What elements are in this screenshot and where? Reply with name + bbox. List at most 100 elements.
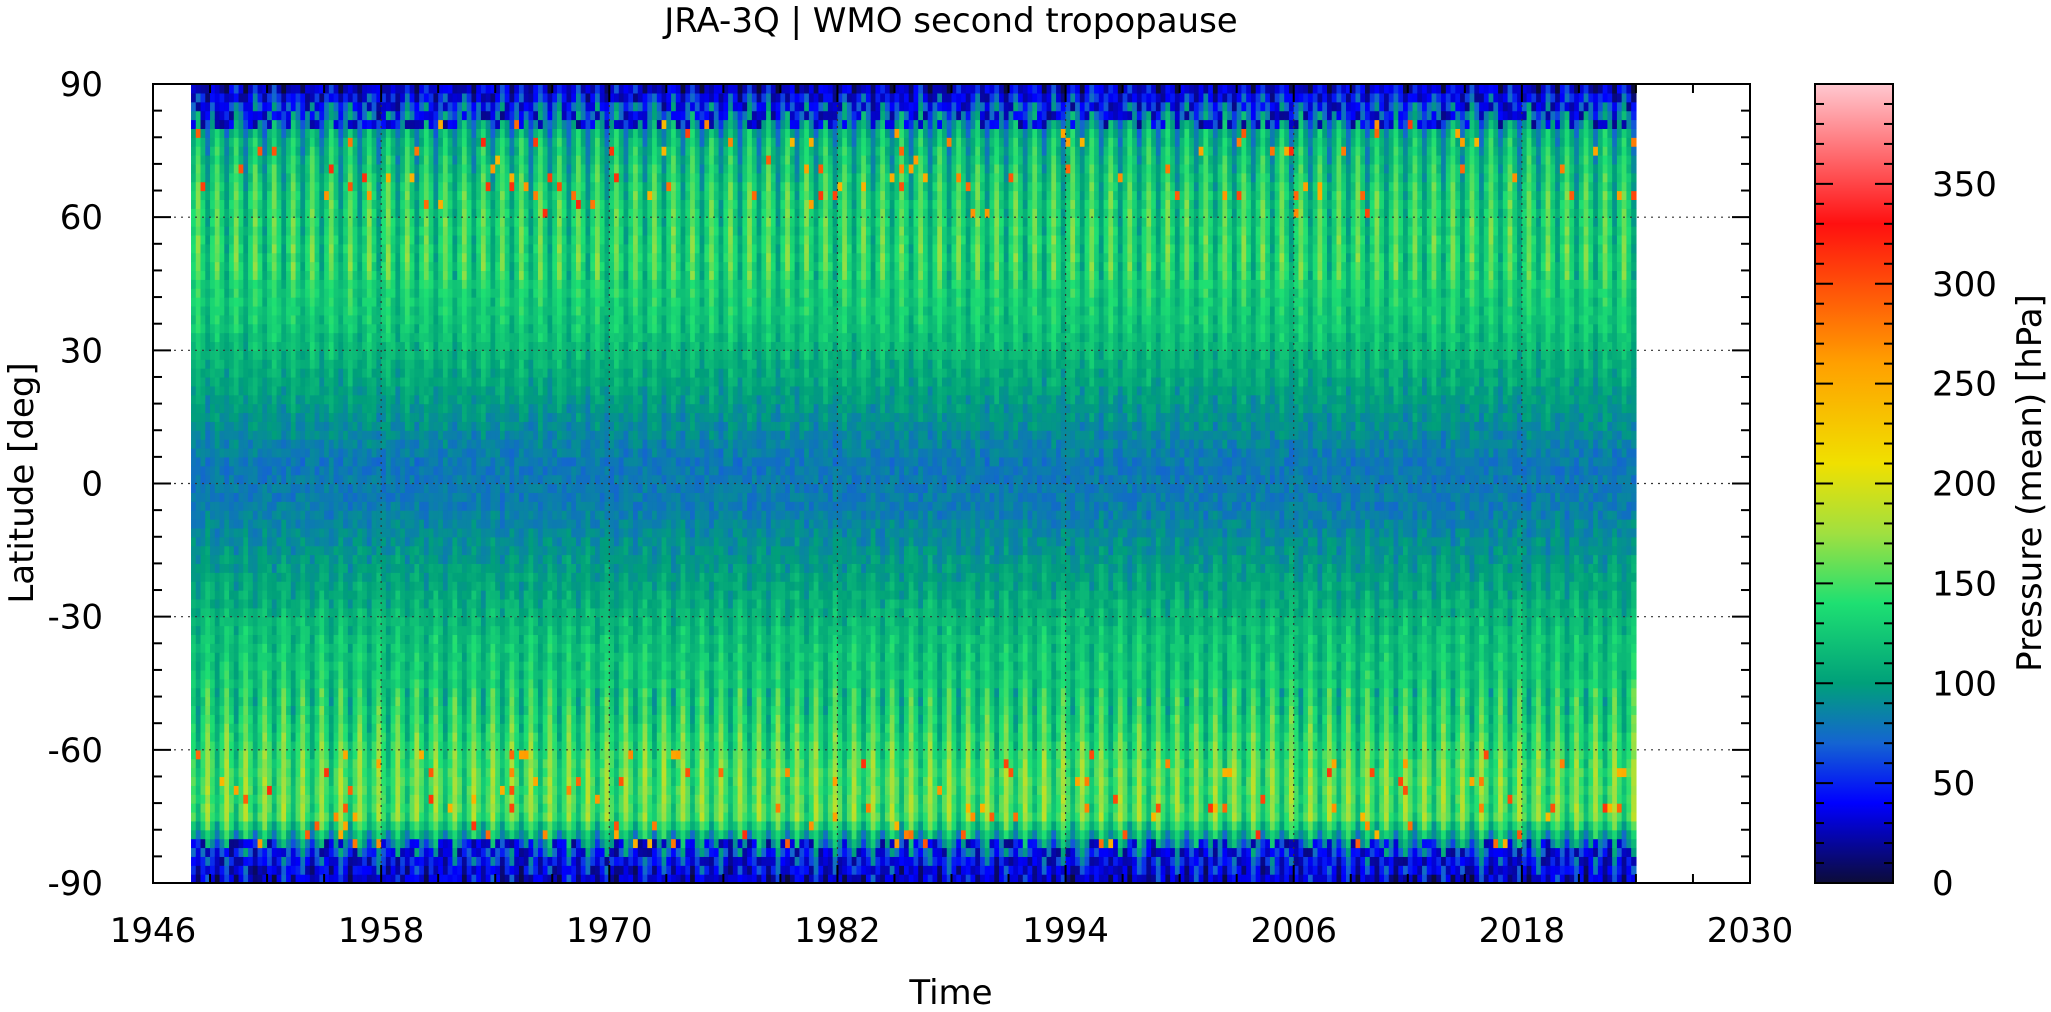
heatmap-cell bbox=[343, 839, 348, 848]
heatmap-cell bbox=[220, 599, 225, 608]
heatmap-cell bbox=[372, 235, 377, 244]
heatmap-cell bbox=[281, 297, 286, 306]
heatmap-cell bbox=[196, 475, 201, 484]
heatmap-cell bbox=[334, 528, 339, 537]
heatmap-cell bbox=[438, 590, 443, 599]
heatmap-cell bbox=[253, 492, 258, 501]
heatmap-cell bbox=[220, 501, 225, 510]
heatmap-cell bbox=[343, 270, 348, 279]
heatmap-cell bbox=[372, 803, 377, 812]
heatmap-cell bbox=[381, 803, 386, 812]
heatmap-cell bbox=[267, 590, 272, 599]
heatmap-cell bbox=[229, 546, 234, 555]
heatmap-cell bbox=[248, 262, 253, 271]
heatmap-cell bbox=[400, 750, 405, 759]
heatmap-cell bbox=[272, 865, 277, 874]
heatmap-cell bbox=[220, 608, 225, 617]
heatmap-cell bbox=[215, 776, 220, 785]
heatmap-cell bbox=[267, 288, 272, 297]
heatmap-cell bbox=[243, 475, 248, 484]
heatmap-cell bbox=[267, 270, 272, 279]
heatmap-cell bbox=[201, 191, 206, 200]
heatmap-cell bbox=[343, 501, 348, 510]
heatmap-cell bbox=[305, 466, 310, 475]
heatmap-cell bbox=[353, 492, 358, 501]
heatmap-cell bbox=[201, 217, 206, 226]
heatmap-cell bbox=[262, 519, 267, 528]
heatmap-cell bbox=[438, 492, 443, 501]
heatmap-cell bbox=[429, 581, 434, 590]
heatmap-cell bbox=[452, 652, 457, 661]
heatmap-cell bbox=[272, 501, 277, 510]
heatmap-cell bbox=[300, 128, 305, 137]
heatmap-cell bbox=[400, 155, 405, 164]
heatmap-cell bbox=[191, 421, 196, 430]
heatmap-cell bbox=[438, 714, 443, 723]
heatmap-cell bbox=[405, 155, 410, 164]
heatmap-cell bbox=[310, 572, 315, 581]
heatmap-cell bbox=[414, 794, 419, 803]
heatmap-cell bbox=[220, 208, 225, 217]
heatmap-cell bbox=[410, 448, 415, 457]
heatmap-cell bbox=[210, 537, 215, 546]
heatmap-cell bbox=[277, 510, 282, 519]
heatmap-cell bbox=[329, 244, 334, 253]
heatmap-cell bbox=[338, 386, 343, 395]
heatmap-cell bbox=[267, 377, 272, 386]
heatmap-cell bbox=[452, 759, 457, 768]
heatmap-cell bbox=[315, 359, 320, 368]
heatmap-cell bbox=[357, 439, 362, 448]
heatmap-cell bbox=[215, 617, 220, 626]
heatmap-cell bbox=[372, 146, 377, 155]
heatmap-cell bbox=[305, 297, 310, 306]
heatmap-cell bbox=[239, 608, 244, 617]
heatmap-cell bbox=[291, 590, 296, 599]
heatmap-cell bbox=[410, 217, 415, 226]
heatmap-cell bbox=[300, 386, 305, 395]
heatmap-cell bbox=[277, 297, 282, 306]
heatmap-cell bbox=[372, 856, 377, 865]
heatmap-cell bbox=[224, 768, 229, 777]
heatmap-cell bbox=[353, 714, 358, 723]
heatmap-cell bbox=[267, 492, 272, 501]
heatmap-cell bbox=[291, 155, 296, 164]
heatmap-cell bbox=[220, 697, 225, 706]
heatmap-cell bbox=[234, 697, 239, 706]
heatmap-cell bbox=[220, 563, 225, 572]
heatmap-cell bbox=[410, 412, 415, 421]
heatmap-cell bbox=[329, 368, 334, 377]
heatmap-cell bbox=[443, 253, 448, 262]
heatmap-cell bbox=[267, 146, 272, 155]
heatmap-cell bbox=[315, 377, 320, 386]
heatmap-cell bbox=[262, 723, 267, 732]
heatmap-cell bbox=[433, 812, 438, 821]
heatmap-cell bbox=[338, 821, 343, 830]
heatmap-cell bbox=[424, 732, 429, 741]
heatmap-cell bbox=[395, 670, 400, 679]
heatmap-cell bbox=[429, 546, 434, 555]
heatmap-cell bbox=[438, 120, 443, 129]
heatmap-cell bbox=[253, 457, 258, 466]
heatmap-cell bbox=[448, 120, 453, 129]
heatmap-cell bbox=[205, 439, 210, 448]
heatmap-cell bbox=[448, 448, 453, 457]
heatmap-cell bbox=[391, 759, 396, 768]
heatmap-cell bbox=[362, 377, 367, 386]
heatmap-cell bbox=[229, 652, 234, 661]
heatmap-cell bbox=[281, 359, 286, 368]
heatmap-cell bbox=[234, 226, 239, 235]
heatmap-cell bbox=[315, 279, 320, 288]
heatmap-cell bbox=[433, 714, 438, 723]
heatmap-cell bbox=[338, 84, 343, 93]
heatmap-cell bbox=[291, 199, 296, 208]
heatmap-cell bbox=[348, 439, 353, 448]
heatmap-cell bbox=[267, 102, 272, 111]
heatmap-cell bbox=[410, 821, 415, 830]
heatmap-cell bbox=[296, 102, 301, 111]
heatmap-cell bbox=[343, 661, 348, 670]
heatmap-cell bbox=[272, 555, 277, 564]
heatmap-cell bbox=[357, 581, 362, 590]
heatmap-cell bbox=[258, 652, 263, 661]
heatmap-cell bbox=[196, 270, 201, 279]
heatmap-cell bbox=[438, 519, 443, 528]
